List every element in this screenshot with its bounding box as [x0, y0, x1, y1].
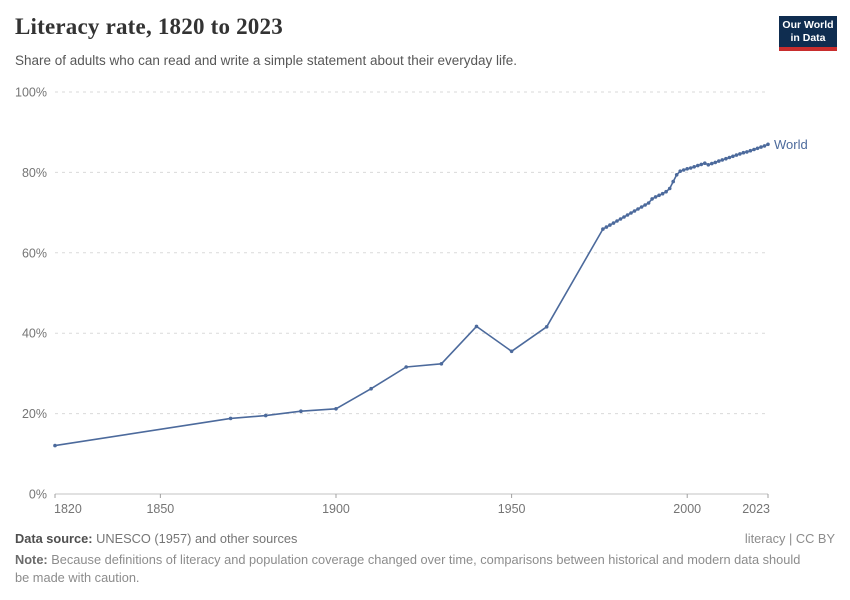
y-axis-tick-label: 40% [22, 327, 47, 341]
data-point-marker [334, 407, 338, 411]
data-point-marker [766, 142, 770, 147]
y-axis-tick-label: 80% [22, 166, 47, 180]
data-point-marker [53, 443, 57, 448]
data-point-marker [727, 155, 732, 160]
data-point-marker [678, 169, 682, 173]
license-link[interactable]: literacy | CC BY [744, 531, 835, 546]
data-point-marker [710, 161, 714, 166]
data-point-marker [228, 416, 233, 421]
data-point-marker [759, 145, 763, 149]
x-axis-tick-label: 1820 [54, 502, 82, 516]
data-point-marker [657, 193, 661, 198]
data-point-marker [724, 156, 728, 161]
data-point-marker [681, 168, 686, 172]
chart-subtitle: Share of adults who can read and write a… [15, 53, 518, 68]
data-point-marker [717, 159, 721, 163]
data-point-marker [369, 386, 373, 391]
data-point-marker [685, 167, 689, 171]
data-point-marker [762, 144, 767, 148]
data-point-marker [748, 148, 753, 153]
data-point-marker [755, 146, 760, 151]
data-point-marker [615, 219, 619, 223]
data-point-marker [671, 179, 675, 184]
y-axis-tick-label: 60% [22, 246, 47, 260]
data-point-marker [544, 325, 549, 329]
data-point-marker [738, 152, 742, 156]
data-point-marker [741, 150, 746, 155]
data-point-marker [404, 365, 409, 369]
data-point-marker [608, 223, 612, 227]
data-point-marker [674, 173, 679, 177]
data-point-marker [734, 153, 739, 157]
data-point-marker [439, 362, 444, 366]
data-point-marker [263, 413, 268, 418]
data-source-line: Data source: UNESCO (1957) and other sou… [15, 531, 297, 546]
data-source-text: UNESCO (1957) and other sources [92, 531, 298, 546]
data-point-marker [618, 217, 623, 221]
data-point-marker [731, 154, 735, 159]
data-point-marker [653, 195, 658, 199]
data-source-label: Data source: [15, 531, 93, 546]
y-axis-tick-label: 0% [29, 488, 47, 502]
data-point-marker [629, 211, 633, 215]
series-end-label: World [774, 137, 808, 152]
data-point-marker [713, 160, 718, 165]
data-point-marker [692, 165, 696, 169]
data-point-marker [625, 213, 630, 217]
data-point-marker [643, 203, 647, 207]
data-point-marker [632, 209, 637, 213]
owid-logo-red-bar [779, 47, 837, 51]
note-label: Note: [15, 552, 48, 567]
data-point-marker [706, 163, 711, 167]
data-point-marker [703, 161, 707, 165]
data-point-marker [660, 191, 665, 196]
data-point-marker [688, 166, 693, 170]
y-axis-tick-label: 100% [15, 86, 47, 100]
owid-logo[interactable]: Our World in Data [779, 16, 837, 51]
x-axis-tick-label: 2000 [673, 502, 701, 516]
data-point-marker [509, 349, 514, 354]
data-point-marker [720, 158, 725, 162]
note-text: Because definitions of literacy and popu… [15, 552, 801, 585]
data-point-marker [699, 162, 704, 167]
data-point-marker [639, 205, 644, 209]
data-point-marker [604, 225, 609, 229]
chart-title: Literacy rate, 1820 to 2023 [15, 14, 283, 39]
x-axis-tick-label: 1850 [146, 502, 174, 516]
data-point-marker [622, 215, 626, 219]
data-point-marker [745, 150, 749, 154]
x-axis-tick-label: 1950 [498, 502, 526, 516]
data-point-marker [667, 186, 672, 191]
data-point-marker [474, 324, 479, 329]
data-point-marker [611, 221, 616, 225]
chart-note: Note: Because definitions of literacy an… [15, 551, 807, 587]
x-axis-tick-label: 1900 [322, 502, 350, 516]
data-point-marker [636, 207, 640, 211]
data-point-marker [646, 201, 651, 205]
y-axis-tick-label: 20% [22, 407, 47, 421]
owid-logo-text: Our World in Data [779, 16, 837, 47]
data-point-marker [601, 227, 605, 231]
data-point-marker [299, 409, 303, 414]
data-point-marker [696, 163, 700, 168]
data-point-marker [650, 197, 654, 201]
data-point-marker [752, 147, 756, 152]
data-point-marker [664, 189, 668, 194]
world-series-line [54, 143, 769, 447]
x-axis-tick-label: 2023 [742, 502, 770, 516]
